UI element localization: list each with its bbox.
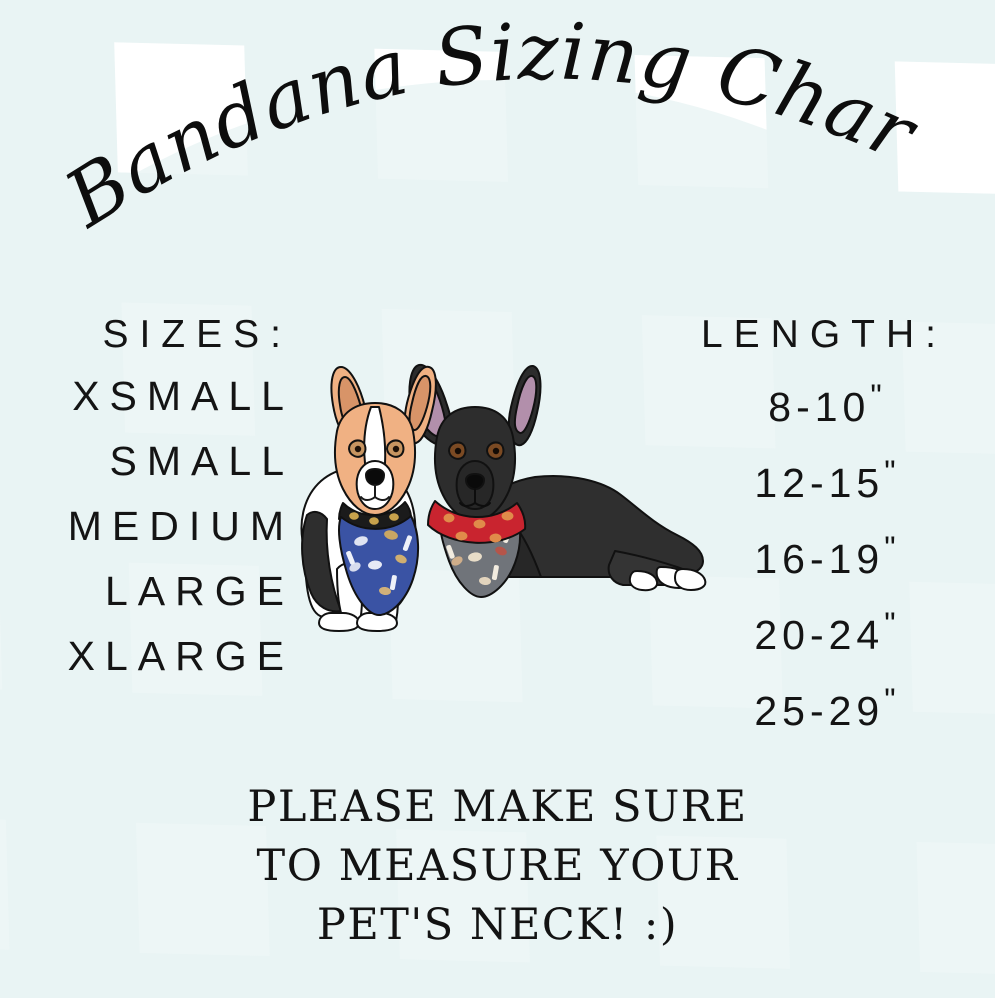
size-value-medium: MEDIUM: [67, 503, 294, 549]
dogs-illustration: [285, 355, 715, 655]
inch-mark: ": [884, 454, 896, 490]
length-row-medium: 16-19": [668, 516, 968, 592]
size-value-small: SMALL: [109, 438, 294, 484]
length-row-xsmall: 8-10": [668, 364, 968, 440]
size-value-xsmall: XSMALL: [72, 373, 294, 419]
size-value-xlarge: XLARGE: [67, 633, 294, 679]
length-value-large: 20-24: [754, 612, 885, 658]
inch-mark: ": [884, 606, 896, 642]
measure-note-line-2: TO MEASURE YOUR: [256, 841, 739, 891]
sizes-column: SIZES: XSMALL SMALL MEDIUM LARGE XLARGE: [0, 306, 300, 689]
size-value-large: LARGE: [105, 568, 294, 614]
length-row-small: 12-15": [668, 440, 968, 516]
sizing-table: SIZES: XSMALL SMALL MEDIUM LARGE XLARGE …: [0, 306, 995, 734]
measure-note-line-3: PET'S NECK! :): [316, 900, 679, 950]
dog-corgi-sitting: [300, 365, 437, 632]
measure-note: PLEASE MAKE SURE TO MEASURE YOUR PET'S N…: [0, 778, 995, 955]
dog-black-shepherd: [408, 363, 707, 598]
svg-text:Bandana Sizing Chart: Bandana Sizing Chart: [0, 0, 931, 246]
measure-note-line-1: PLEASE MAKE SURE: [247, 782, 748, 832]
inch-mark: ": [884, 530, 896, 566]
sizes-column-header: SIZES:: [102, 313, 292, 356]
length-column-header: LENGTH:: [700, 313, 948, 356]
length-row-large: 20-24": [668, 592, 968, 668]
page-title-text: Bandana Sizing Chart: [0, 0, 930, 246]
inch-mark: ": [870, 378, 882, 414]
inch-mark: ": [884, 682, 896, 718]
length-value-xsmall: 8-10: [768, 384, 871, 430]
length-row-xlarge: 25-29": [668, 668, 968, 744]
length-value-xlarge: 25-29: [754, 688, 885, 734]
length-value-small: 12-15: [754, 460, 885, 506]
page-title: Bandana Sizing Chart: [0, 0, 995, 250]
length-value-medium: 16-19: [754, 536, 885, 582]
length-column: LENGTH: 8-10" 12-15" 16-19" 20-24" 25-29…: [668, 306, 968, 744]
